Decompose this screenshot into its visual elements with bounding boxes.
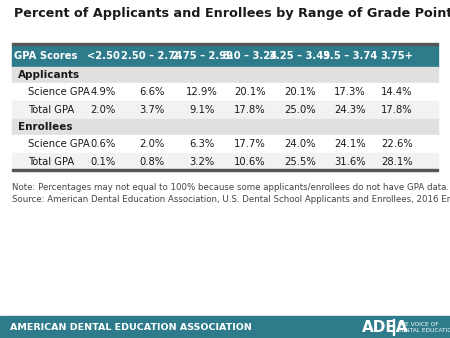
Text: 24.0%: 24.0% [284, 139, 316, 149]
Text: 24.1%: 24.1% [334, 139, 366, 149]
Text: Enrollees: Enrollees [18, 122, 72, 132]
Text: 3.75+: 3.75+ [381, 51, 414, 61]
Text: 28.1%: 28.1% [381, 157, 413, 167]
Bar [12, 67, 438, 83]
Text: 2.50 – 2.74: 2.50 – 2.74 [122, 51, 183, 61]
Text: Total GPA: Total GPA [28, 157, 74, 167]
Text: 3.2%: 3.2% [189, 157, 215, 167]
Bar [12, 83, 438, 101]
Text: 24.3%: 24.3% [334, 105, 366, 115]
Text: 0.6%: 0.6% [90, 139, 116, 149]
Text: 6.3%: 6.3% [189, 139, 215, 149]
Text: 20.1%: 20.1% [284, 87, 316, 97]
Text: 4.9%: 4.9% [90, 87, 116, 97]
Text: ADEA: ADEA [362, 319, 409, 335]
Text: 10.6%: 10.6% [234, 157, 266, 167]
Text: THE VOICE OF: THE VOICE OF [397, 321, 439, 327]
Text: 17.3%: 17.3% [334, 87, 366, 97]
Text: 12.9%: 12.9% [186, 87, 218, 97]
Bar [12, 153, 438, 171]
Text: AMERICAN DENTAL EDUCATION ASSOCIATION: AMERICAN DENTAL EDUCATION ASSOCIATION [10, 322, 252, 332]
Text: Applicants: Applicants [18, 70, 80, 80]
Text: DENTAL EDUCATION: DENTAL EDUCATION [397, 328, 450, 333]
Bar [0, 316, 450, 338]
Text: 3.5 – 3.74: 3.5 – 3.74 [323, 51, 377, 61]
Text: 3.7%: 3.7% [140, 105, 165, 115]
Text: Science GPA: Science GPA [28, 139, 90, 149]
Text: 3.25 – 3.49: 3.25 – 3.49 [270, 51, 331, 61]
Text: Source: American Dental Education Association, U.S. Dental School Applicants and: Source: American Dental Education Associ… [12, 195, 450, 204]
Text: 9.1%: 9.1% [189, 105, 215, 115]
Text: 22.6%: 22.6% [381, 139, 413, 149]
Text: 6.6%: 6.6% [140, 87, 165, 97]
Text: 2.0%: 2.0% [90, 105, 116, 115]
Text: 0.8%: 0.8% [140, 157, 165, 167]
Bar [12, 101, 438, 119]
Bar [12, 169, 438, 171]
Bar [12, 119, 438, 135]
Text: 17.7%: 17.7% [234, 139, 266, 149]
Text: Total GPA: Total GPA [28, 105, 74, 115]
Text: 25.0%: 25.0% [284, 105, 316, 115]
Bar [393, 319, 394, 335]
Text: Note: Percentages may not equal to 100% because some applicants/enrollees do not: Note: Percentages may not equal to 100% … [12, 183, 449, 192]
Text: Percent of Applicants and Enrollees by Range of Grade Point Averages, 2016: Percent of Applicants and Enrollees by R… [14, 7, 450, 20]
Text: 17.8%: 17.8% [234, 105, 266, 115]
Bar [12, 43, 438, 45]
Text: 14.4%: 14.4% [381, 87, 413, 97]
Text: 3.0 – 3.24: 3.0 – 3.24 [223, 51, 277, 61]
Text: 20.1%: 20.1% [234, 87, 266, 97]
Text: 2.0%: 2.0% [140, 139, 165, 149]
Text: 25.5%: 25.5% [284, 157, 316, 167]
Text: 31.6%: 31.6% [334, 157, 366, 167]
Bar [12, 135, 438, 153]
Bar [12, 45, 438, 67]
Text: 17.8%: 17.8% [381, 105, 413, 115]
Text: 0.1%: 0.1% [90, 157, 116, 167]
Text: GPA Scores: GPA Scores [14, 51, 78, 61]
Text: 2.75 – 2.99: 2.75 – 2.99 [171, 51, 233, 61]
Text: <2.50: <2.50 [86, 51, 119, 61]
Text: Science GPA: Science GPA [28, 87, 90, 97]
